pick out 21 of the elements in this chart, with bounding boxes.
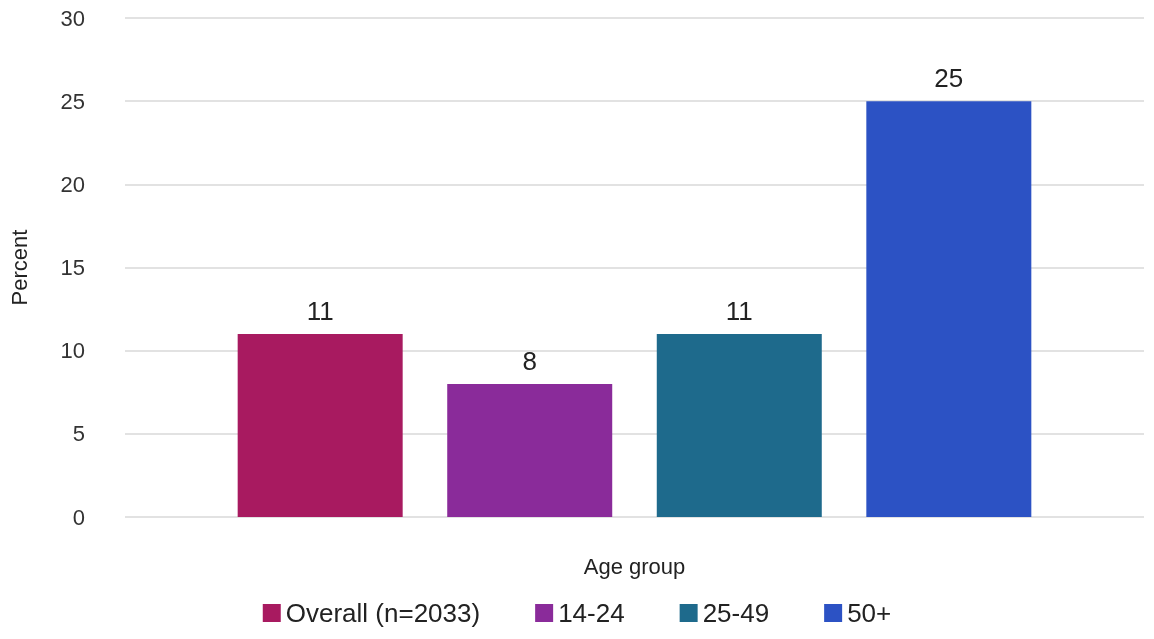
y-tick-label: 30 (60, 5, 85, 31)
x-axis-title: Age group (583, 553, 686, 579)
data-label: 25 (934, 63, 964, 94)
y-tick-label: 25 (60, 88, 85, 114)
y-tick-label: 5 (72, 421, 85, 447)
y-tick-label: 10 (60, 338, 85, 364)
legend-label: 50+ (847, 598, 892, 628)
y-axis-title: Percent (6, 229, 32, 306)
y-tick-label: 0 (72, 504, 85, 530)
legend-label: 14-24 (558, 598, 625, 628)
legend-label: Overall (n=2033) (285, 598, 481, 628)
data-label: 8 (522, 345, 537, 376)
legend-label: 25-49 (702, 598, 770, 628)
y-tick-label: 20 (60, 171, 85, 197)
data-label: 11 (306, 296, 334, 327)
y-tick-label: 15 (60, 255, 85, 280)
bar (866, 101, 1032, 517)
data-label: 11 (725, 296, 753, 327)
bar (656, 334, 822, 517)
bar (237, 334, 403, 517)
bar (447, 383, 613, 517)
